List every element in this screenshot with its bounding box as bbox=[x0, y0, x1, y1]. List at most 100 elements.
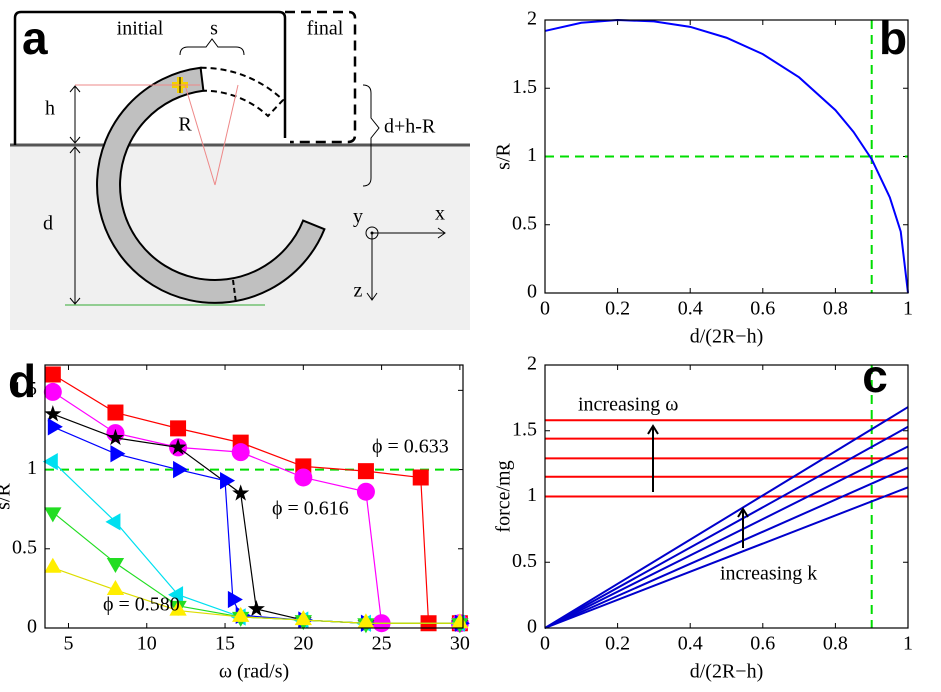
line bbox=[52, 391, 460, 624]
y-tick-label: 0.5 bbox=[512, 550, 537, 572]
x-tick-label: 25 bbox=[372, 633, 392, 655]
panel-label: d bbox=[8, 355, 36, 407]
dhr-brace bbox=[362, 84, 380, 187]
panel-label: c bbox=[862, 350, 888, 402]
axes-arrows bbox=[366, 227, 446, 301]
diagram: a initial s final h R d+h-R d y x z bbox=[10, 10, 470, 330]
marker bbox=[231, 443, 250, 462]
label: h bbox=[45, 98, 55, 120]
marker bbox=[110, 445, 126, 463]
y-tick-label: 1 bbox=[527, 484, 537, 506]
y-tick-label: 1.5 bbox=[512, 76, 537, 98]
guide bbox=[214, 84, 239, 186]
marker bbox=[168, 586, 184, 604]
y-tick-label: 1 bbox=[27, 457, 37, 479]
plot-frame bbox=[544, 19, 909, 294]
marker bbox=[294, 610, 312, 626]
guide bbox=[184, 84, 216, 186]
y-axis-label: force/mg bbox=[493, 460, 515, 532]
h-arrow bbox=[69, 85, 81, 144]
x-tick-label: 0 bbox=[540, 633, 550, 655]
y-axis-label: s/R bbox=[0, 483, 15, 510]
marker bbox=[232, 606, 250, 622]
y-tick-label: 1.5 bbox=[512, 418, 537, 440]
y-tick-label: 2 bbox=[527, 8, 537, 30]
label: final bbox=[307, 18, 344, 40]
x-tick-label: 0.6 bbox=[750, 298, 775, 320]
marker bbox=[232, 484, 250, 501]
x-tick-label: 0.2 bbox=[605, 633, 630, 655]
marker bbox=[173, 460, 189, 479]
x-tick-label: 1 bbox=[903, 298, 913, 320]
label: z bbox=[354, 280, 363, 302]
ring bbox=[96, 66, 326, 304]
label: d+h-R bbox=[384, 116, 436, 138]
x-tick-label: 30 bbox=[450, 633, 470, 655]
x-tick-label: 0.6 bbox=[750, 633, 775, 655]
final-box bbox=[285, 10, 357, 144]
x-tick-label: 0.4 bbox=[678, 633, 703, 655]
marker bbox=[169, 438, 187, 455]
x-tick-label: 0.2 bbox=[605, 298, 630, 320]
d-arrow bbox=[69, 146, 81, 305]
marker bbox=[170, 420, 187, 437]
x-tick-label: 1 bbox=[903, 633, 913, 655]
x-tick-label: 20 bbox=[293, 633, 313, 655]
marker bbox=[44, 557, 62, 573]
label: d bbox=[43, 213, 53, 235]
initial-box bbox=[13, 10, 287, 145]
y-tick-label: 1 bbox=[527, 144, 537, 166]
chart: 0 0.2 0.4 0.6 0.8 1 0 0.5 1 1.5 2 d/(2R−h) s/R b bbox=[493, 8, 913, 348]
plot-frame bbox=[44, 364, 464, 629]
marker bbox=[44, 366, 61, 383]
label: x bbox=[435, 203, 445, 225]
label: initial bbox=[117, 18, 164, 40]
arrow bbox=[647, 424, 659, 492]
label: R bbox=[178, 114, 192, 136]
marker bbox=[44, 405, 62, 422]
annotation: ϕ = 0.580 bbox=[103, 594, 180, 616]
annotation: increasing ω bbox=[578, 394, 678, 416]
marker bbox=[43, 382, 62, 401]
panel-label: a bbox=[22, 12, 48, 64]
x-tick-label: 15 bbox=[215, 633, 235, 655]
y-tick-label: 0.5 bbox=[512, 212, 537, 234]
marker bbox=[106, 558, 125, 574]
y-tick-label: 2 bbox=[527, 353, 537, 375]
x-axis-label: d/(2R−h) bbox=[690, 661, 764, 683]
x-axis-label: d/(2R−h) bbox=[690, 326, 764, 348]
y-tick-label: 0 bbox=[527, 281, 537, 303]
y-tick-label: 1.5 bbox=[12, 378, 37, 400]
medium bbox=[10, 145, 470, 330]
label: y bbox=[353, 206, 363, 228]
line bbox=[544, 486, 909, 629]
x-axis-label: ω (rad/s) bbox=[219, 661, 289, 683]
marker bbox=[106, 579, 125, 595]
marker bbox=[107, 404, 124, 421]
annotation: ϕ = 0.633 bbox=[372, 436, 449, 458]
x-tick-label: 0.4 bbox=[678, 298, 703, 320]
marker bbox=[451, 613, 469, 629]
chart: 0 0.2 0.4 0.6 0.8 1 0 0.5 1 1.5 2 d/(2R−h) force/mg c… bbox=[493, 350, 913, 682]
y-tick-label: 0 bbox=[27, 616, 37, 638]
chart: 5 10 15 20 25 30 0 0.5 1 1.5 ω (rad/s) s/R d ϕ = 0.63… bbox=[0, 355, 470, 683]
mark bbox=[232, 279, 237, 304]
x-tick-label: 0.8 bbox=[823, 633, 848, 655]
line bbox=[544, 425, 909, 629]
marker bbox=[357, 613, 375, 629]
arrow bbox=[737, 507, 749, 548]
marker bbox=[169, 600, 187, 616]
label: s bbox=[210, 18, 218, 40]
panel-label: b bbox=[879, 12, 907, 64]
marker bbox=[44, 507, 62, 523]
marker bbox=[105, 513, 121, 531]
marker bbox=[42, 452, 58, 471]
y-axis-label: s/R bbox=[493, 143, 515, 170]
marker bbox=[247, 599, 265, 617]
annotation: increasing k bbox=[720, 563, 817, 585]
marker bbox=[106, 428, 125, 446]
x-tick-label: 10 bbox=[137, 633, 157, 655]
y-tick-label: 0.5 bbox=[12, 536, 37, 558]
marker bbox=[357, 463, 374, 480]
